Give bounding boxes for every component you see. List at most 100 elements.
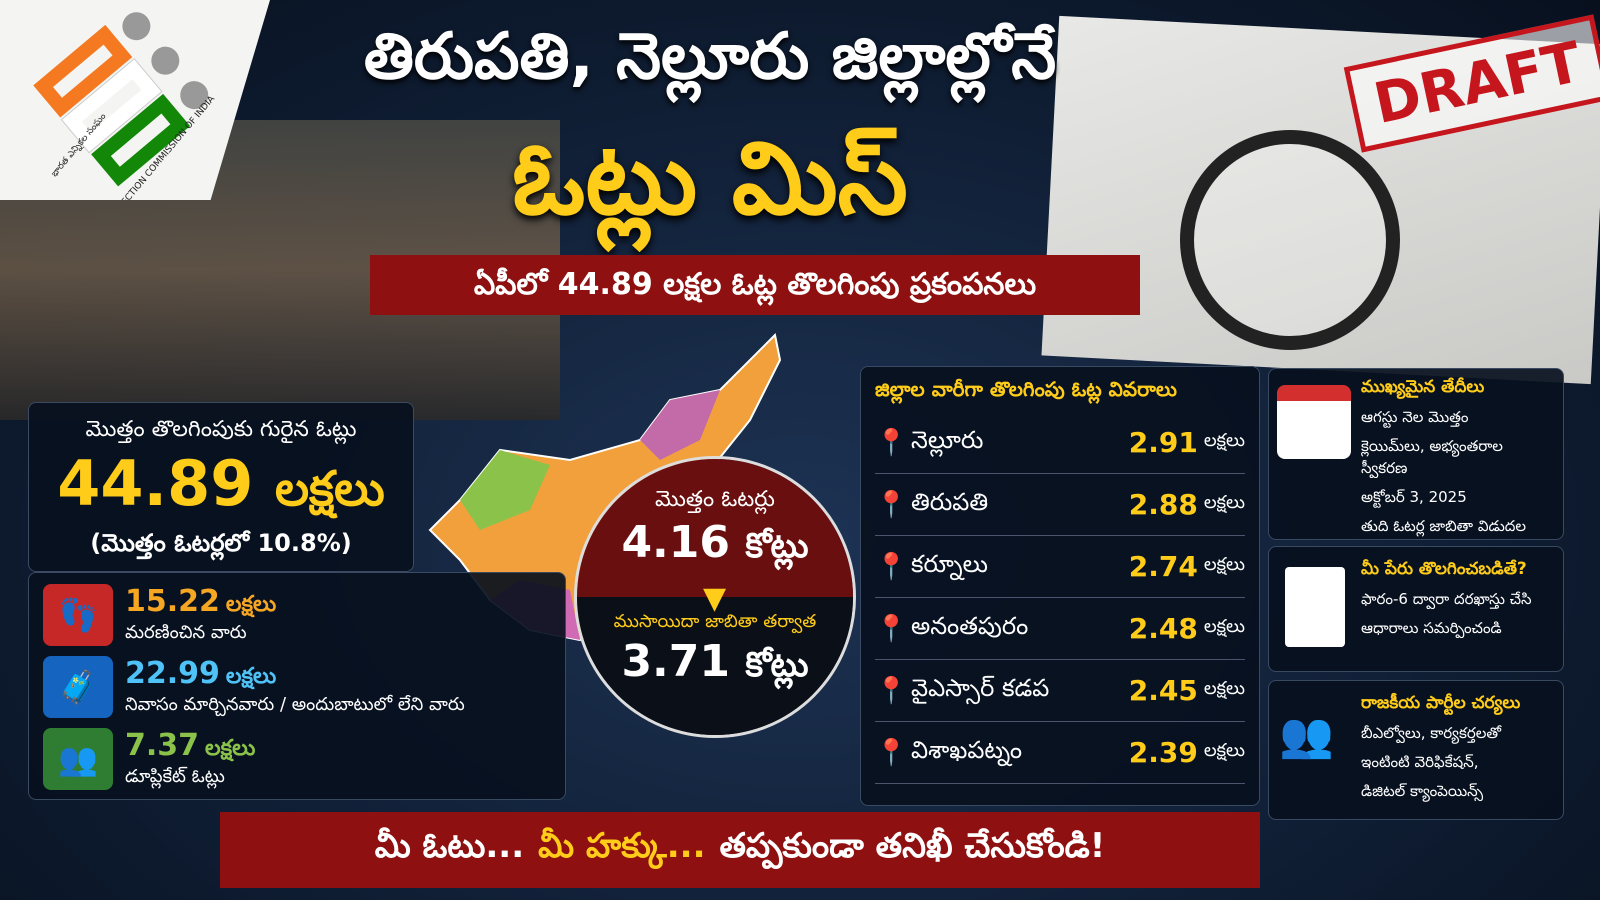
district-value: 2.48: [1128, 612, 1198, 645]
pin-icon: 📍: [875, 551, 908, 582]
breakdown-value-line: 7.37 లక్షలు: [125, 728, 255, 766]
breakdown-unit: లక్షలు: [205, 735, 256, 761]
breakdown-label: డూప్లికేట్ ఓట్లు: [125, 765, 225, 787]
summary-value-line: 44.89 లక్షలు: [29, 447, 413, 529]
district-name: తిరుపతి: [911, 487, 989, 516]
breakdown-unit: లక్షలు: [225, 663, 277, 689]
breakdown-text: 7.37 లక్షలు డూప్లికేట్ ఓట్లు: [125, 728, 255, 791]
logo-bar: [91, 93, 191, 187]
summary-label: మొత్తం తొలగింపుకు గురైన ఓట్లు: [85, 417, 357, 442]
logo-dot: [122, 12, 151, 41]
circle-top-value: 4.16: [621, 517, 730, 568]
breakdown-value: 7.37: [125, 727, 200, 763]
breakdown-value-line: 22.99 లక్షలు: [125, 656, 465, 694]
map-region: [640, 390, 720, 460]
breakdown-label: మరణించిన వారు: [125, 621, 247, 643]
district-value: 2.91: [1128, 426, 1198, 459]
breakdown-label: నివాసం మార్చినవారు / అందుబాటులో లేని వార…: [125, 693, 465, 715]
check-line: ఆధారాలు సమర్పించండి: [1361, 619, 1502, 637]
logo-mark: [33, 12, 209, 187]
dates-line: తుది ఓటర్ల జాబితా విడుదల: [1361, 517, 1527, 535]
districts-panel: జిల్లాల వారీగా తొలగింపు ఓట్ల వివరాలు 📍 నె…: [860, 366, 1260, 806]
subtitle: ఏపీలో 44.89 లక్షల ఓట్ల తొలగింపు ప్రకంపనల…: [370, 255, 1140, 315]
eci-logo: భారత ఎన్నికల సంఘం ELECTION COMMISSION OF…: [0, 0, 270, 200]
circle-top-label: మొత్తం ఓటర్లు: [655, 487, 775, 512]
dates-title: ముఖ్యమైన తేదీలు: [1361, 377, 1485, 397]
breakdown-item: 👣 15.22 లక్షలు మరణించిన వారు: [43, 579, 551, 651]
people-icon: 👥: [1279, 710, 1334, 761]
check-line: ఫారం-6 ద్వారా దరఖాస్తు చేసి: [1361, 590, 1532, 608]
footer-banner: మీ ఓటు... మీ హక్కు... తప్పకుండా తనిఖీ చే…: [220, 812, 1260, 888]
parties-panel: 👥 రాజకీయ పార్టీల చర్యలు బీఎల్వోలు, కార్య…: [1268, 680, 1564, 820]
logo-bar: [62, 59, 162, 152]
pin-icon: 📍: [875, 737, 908, 768]
form-icon: [1285, 567, 1345, 647]
breakdown-unit: లక్షలు: [225, 591, 277, 617]
district-value: 2.45: [1128, 674, 1198, 707]
district-name: కర్నూలు: [911, 549, 988, 578]
district-name: అనంతపురం: [911, 611, 1029, 640]
breakdown-value: 22.99: [125, 655, 220, 691]
pin-icon: 📍: [875, 427, 908, 458]
breakdown-panel: 👣 15.22 లక్షలు మరణించిన వారు 🧳 22.99 లక్షలు నివ…: [28, 572, 566, 800]
district-value: 2.39: [1128, 736, 1198, 769]
district-unit: లక్షలు: [1203, 616, 1245, 637]
parties-title: రాజకీయ పార్టీల చర్యలు: [1361, 693, 1521, 713]
parties-line: ఇంటింటి వెరిఫికేషన్,: [1361, 753, 1479, 771]
check-title: మీ పేరు తొలగించబడితే?: [1361, 559, 1527, 579]
district-value: 2.74: [1128, 550, 1198, 583]
logo-dot: [151, 46, 180, 75]
breakdown-item: 🧳 22.99 లక్షలు నివాసం మార్చినవారు / అందుబాట…: [43, 651, 551, 723]
magnifier: [1180, 130, 1400, 350]
logo-dot: [180, 81, 209, 110]
district-row: 📍 కర్నూలు 2.74 లక్షలు: [875, 536, 1245, 598]
summary-unit: లక్షలు: [274, 461, 385, 517]
pin-icon: 📍: [875, 675, 908, 706]
circle-bottom-unit: కోట్లు: [745, 645, 809, 685]
breakdown-icon: 👣: [43, 584, 113, 646]
breakdown-icon: 👥: [43, 728, 113, 790]
footer-part2: మీ హక్కు...: [538, 826, 706, 866]
district-row: 📍 విశాఖపట్నం 2.39 లక్షలు: [875, 722, 1245, 784]
dates-panel: ముఖ్యమైన తేదీలు ఆగస్టు నెల మొత్తం క్లెయిమ…: [1268, 368, 1564, 540]
circle-top-value-line: 4.16 కోట్లు: [577, 517, 853, 574]
district-name: వైఎస్సార్ కడప: [911, 673, 1050, 702]
title-line1: తిరుపతి, నెల్లూరు జిల్లాల్లోనే: [363, 20, 1057, 94]
title-line2: ఓట్లు మిస్: [512, 120, 908, 237]
district-unit: లక్షలు: [1203, 430, 1245, 451]
breakdown-item: 👥 7.37 లక్షలు డూప్లికేట్ ఓట్లు: [43, 723, 551, 795]
circle-bottom: ముసాయిదా జాబితా తర్వాత 3.71 కోట్లు: [577, 597, 853, 735]
map-region: [460, 450, 550, 530]
district-name: విశాఖపట్నం: [911, 735, 1022, 764]
down-arrow: ▼: [703, 581, 727, 616]
district-unit: లక్షలు: [1203, 740, 1245, 761]
logo-bar: [33, 24, 133, 118]
district-row: 📍 అనంతపురం 2.48 లక్షలు: [875, 598, 1245, 660]
circle-bottom-value-line: 3.71 కోట్లు: [577, 636, 853, 693]
dates-line: ఆగస్టు నెల మొత్తం: [1361, 408, 1469, 426]
parties-line: బీఎల్వోలు, కార్యకర్తలతో: [1361, 724, 1502, 742]
breakdown-text: 15.22 లక్షలు మరణించిన వారు: [125, 584, 276, 647]
summary-value: 44.89: [57, 447, 254, 520]
summary-panel: మొత్తం తొలగింపుకు గురైన ఓట్లు 44.89 లక్ష…: [28, 402, 414, 572]
district-row: 📍 తిరుపతి 2.88 లక్షలు: [875, 474, 1245, 536]
district-row: 📍 వైఎస్సార్ కడప 2.45 లక్షలు: [875, 660, 1245, 722]
footer-part1: మీ ఓటు...: [374, 826, 525, 866]
circle-top-unit: కోట్లు: [745, 526, 809, 566]
check-panel: మీ పేరు తొలగించబడితే? ఫారం-6 ద్వారా దరఖా…: [1268, 546, 1564, 672]
footer-part3: తప్పకుండా తనిఖీ చేసుకోండి!: [719, 826, 1106, 866]
district-value: 2.88: [1128, 488, 1198, 521]
district-unit: లక్షలు: [1203, 554, 1245, 575]
voters-circle: మొత్తం ఓటర్లు 4.16 కోట్లు ముసాయిదా జాబిత…: [574, 456, 856, 738]
district-name: నెల్లూరు: [911, 425, 984, 454]
district-unit: లక్షలు: [1203, 678, 1245, 699]
parties-line: డిజిటల్ క్యాంపెయిన్స్: [1361, 782, 1484, 800]
district-unit: లక్షలు: [1203, 492, 1245, 513]
summary-note: (మొత్తం ఓటర్లలో 10.8%): [90, 529, 352, 557]
breakdown-text: 22.99 లక్షలు నివాసం మార్చినవారు / అందుబాటు…: [125, 656, 465, 719]
breakdown-value-line: 15.22 లక్షలు: [125, 584, 276, 622]
breakdown-icon: 🧳: [43, 656, 113, 718]
districts-title: జిల్లాల వారీగా తొలగింపు ఓట్ల వివరాలు: [875, 377, 1177, 401]
breakdown-value: 15.22: [125, 583, 220, 619]
